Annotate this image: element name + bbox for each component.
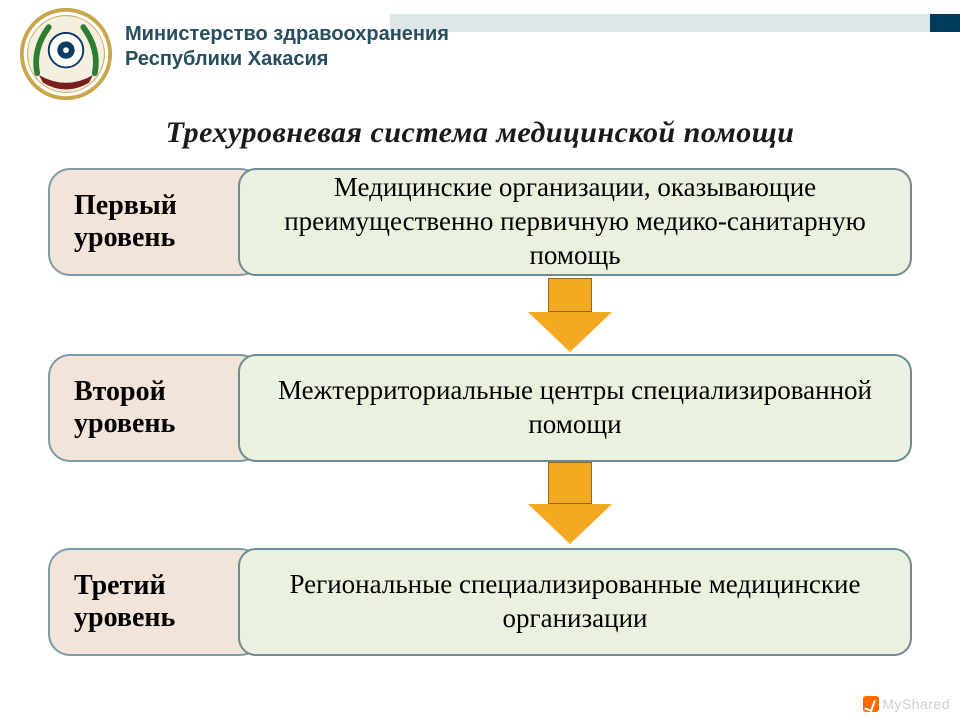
level-label-2-line2: уровень xyxy=(74,408,175,439)
slide-title: Трехуровневая система медицинской помощи xyxy=(0,116,960,150)
level-chip-1: Первый уровень xyxy=(48,168,262,276)
level-label-1-line1: Первый xyxy=(74,190,177,221)
level-label-2-line1: Второй xyxy=(74,376,166,407)
level-row-1: Первый уровень Медицинские организации, … xyxy=(48,168,912,276)
header-org-line2: Республики Хакасия xyxy=(125,48,328,70)
watermark-text: MyShared xyxy=(882,696,950,712)
level-chip-3: Третий уровень xyxy=(48,548,262,656)
slide: Министерство здравоохранения Республики … xyxy=(0,0,960,720)
watermark-icon xyxy=(863,696,879,712)
header-org-title: Министерство здравоохранения Республики … xyxy=(125,22,449,72)
level-label-3-line1: Третий xyxy=(74,570,166,601)
header-org-line1: Министерство здравоохранения xyxy=(125,23,449,45)
level-row-3: Третий уровень Региональные специализиро… xyxy=(48,548,912,656)
level-label-3-line2: уровень xyxy=(74,602,175,633)
level-row-2: Второй уровень Межтерриториальные центры… xyxy=(48,354,912,462)
watermark: MyShared xyxy=(863,696,950,712)
header-accent-strip xyxy=(390,14,960,32)
emblem-logo xyxy=(18,6,114,102)
level-desc-1: Медицинские организации, оказывающие пре… xyxy=(238,168,912,276)
level-desc-3: Региональные специализированные медицинс… xyxy=(238,548,912,656)
level-desc-2: Межтерриториальные центры специализирова… xyxy=(238,354,912,462)
level-chip-2: Второй уровень xyxy=(48,354,262,462)
level-label-1-line2: уровень xyxy=(74,222,175,253)
